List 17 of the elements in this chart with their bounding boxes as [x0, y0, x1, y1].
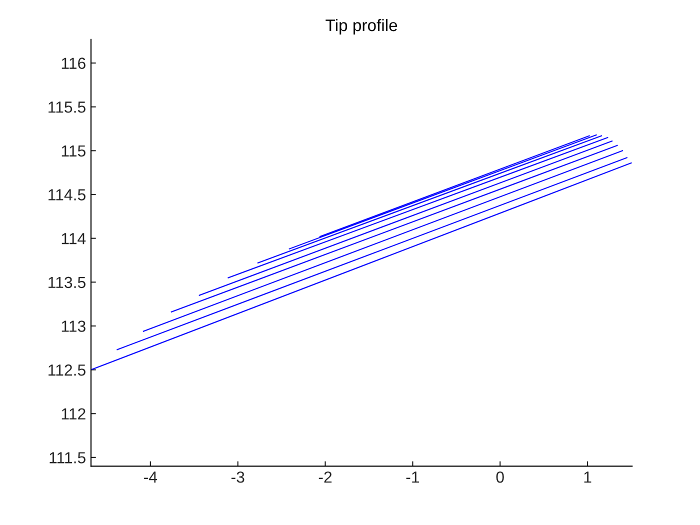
y-tick-label: 114	[62, 233, 86, 244]
y-tick-label: 112	[62, 408, 86, 420]
x-tick-label: 1	[584, 472, 592, 483]
chart-title: Tip profile	[326, 18, 398, 34]
y-tick-label: 113.5	[48, 276, 86, 288]
y-tick-label: 112.5	[48, 364, 86, 376]
x-tick-label: -3	[231, 471, 244, 483]
y-tick-label: 116	[62, 58, 86, 69]
y-tick-label: 114.5	[48, 189, 86, 200]
y-tick-label: 115.5	[48, 102, 86, 113]
x-tick-label: -4	[144, 472, 158, 483]
x-tick-label: -1	[406, 472, 420, 483]
x-tick-label: 0	[496, 471, 504, 483]
x-tick-label: -2	[318, 471, 332, 483]
y-tick-label: 111.5	[50, 452, 86, 464]
y-tick-label: 113	[62, 320, 86, 332]
y-tick-label: 115	[62, 145, 86, 157]
